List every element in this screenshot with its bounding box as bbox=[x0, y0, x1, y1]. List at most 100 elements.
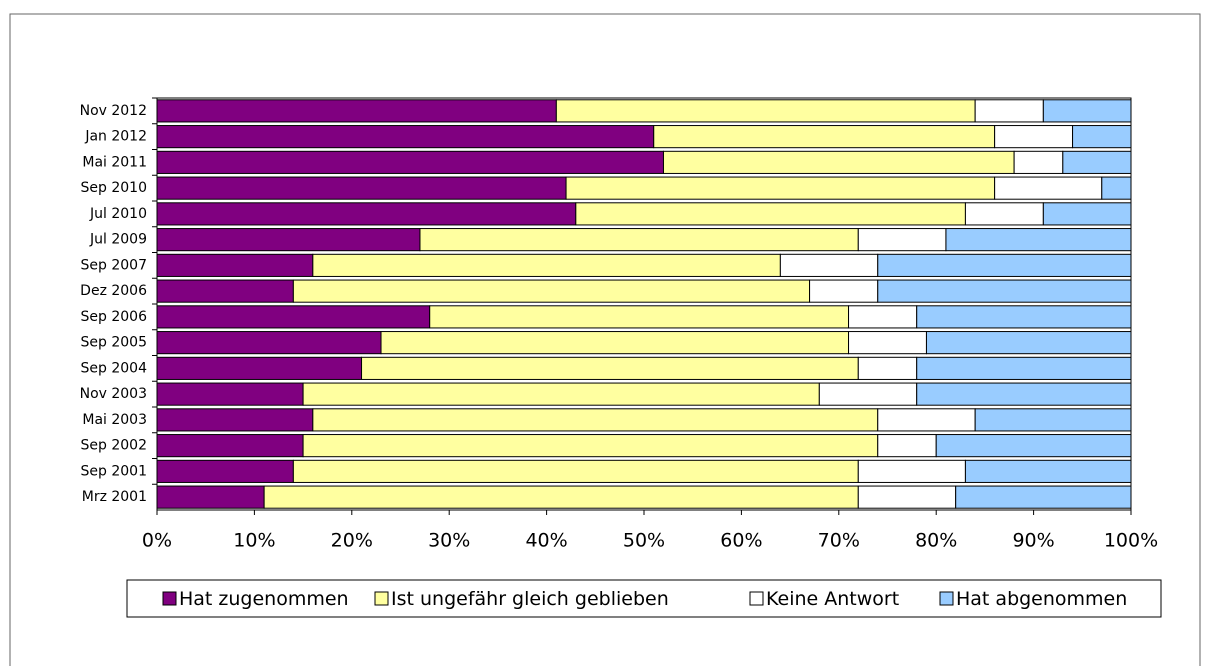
y-tick-label: Jan 2012 bbox=[84, 129, 147, 145]
y-tick-label: Nov 2012 bbox=[80, 103, 147, 119]
bar-segment bbox=[292, 459, 859, 483]
x-tick-label: 10% bbox=[233, 530, 275, 552]
bar-segment bbox=[429, 305, 850, 329]
bar-segment bbox=[156, 253, 314, 277]
y-tick-label: Nov 2003 bbox=[80, 386, 147, 402]
y-tick-label: Jul 2009 bbox=[89, 232, 147, 248]
bar-segment bbox=[877, 253, 1132, 277]
bar-segment bbox=[857, 485, 957, 509]
legend-label: Keine Antwort bbox=[766, 588, 899, 610]
bar-segment bbox=[156, 434, 304, 458]
bar-segment bbox=[809, 279, 879, 303]
y-tick-label: Mrz 2001 bbox=[82, 489, 147, 505]
bar-segment bbox=[935, 434, 1132, 458]
bar-segment bbox=[312, 253, 781, 277]
bar-segment bbox=[156, 279, 294, 303]
bar-segment bbox=[877, 408, 976, 432]
y-tick-label: Sep 2004 bbox=[81, 360, 148, 376]
bar-segment bbox=[302, 434, 879, 458]
bar-segment bbox=[302, 382, 820, 406]
bar-segment bbox=[419, 228, 859, 252]
bar-segment bbox=[156, 125, 655, 149]
bar-segment bbox=[857, 459, 966, 483]
bar-segment bbox=[964, 202, 1044, 226]
bar-segment bbox=[994, 125, 1074, 149]
bar-segment bbox=[653, 125, 996, 149]
bar-segment bbox=[156, 228, 421, 252]
bar-segment bbox=[156, 408, 314, 432]
bar-segment bbox=[925, 331, 1132, 355]
frame bbox=[9, 13, 1201, 666]
bar-segment bbox=[156, 176, 567, 200]
x-tick-label: 90% bbox=[1012, 530, 1054, 552]
y-tick-label: Sep 2001 bbox=[81, 463, 147, 479]
bar-segment bbox=[156, 331, 382, 355]
bar-segment bbox=[818, 382, 918, 406]
bar-segment bbox=[1072, 125, 1132, 149]
bar-segment bbox=[292, 279, 811, 303]
bar-segment bbox=[380, 331, 850, 355]
bar-segment bbox=[848, 305, 918, 329]
bar-segment bbox=[156, 305, 431, 329]
bar-segment bbox=[156, 150, 664, 174]
legend-swatch bbox=[162, 591, 177, 606]
bar-segment bbox=[877, 279, 1132, 303]
bar-segment bbox=[916, 382, 1132, 406]
bar-segment bbox=[1101, 176, 1132, 200]
bar-segment bbox=[156, 485, 265, 509]
legend-label: Ist ungefähr gleich geblieben bbox=[391, 588, 669, 610]
bar-segment bbox=[156, 382, 304, 406]
x-tick-label: 80% bbox=[915, 530, 957, 552]
legend-swatch bbox=[939, 591, 954, 606]
bar-segment bbox=[1013, 150, 1064, 174]
y-tick-label: Mai 2011 bbox=[82, 154, 147, 170]
bar-segment bbox=[994, 176, 1103, 200]
y-tick-label: Sep 2005 bbox=[81, 335, 147, 351]
legend-label: Hat zugenommen bbox=[179, 588, 349, 610]
x-tick-label: 30% bbox=[428, 530, 470, 552]
y-tick-label: Sep 2010 bbox=[81, 180, 147, 196]
bar-segment bbox=[156, 202, 577, 226]
x-tick-label: 20% bbox=[331, 530, 373, 552]
x-tick-label: 40% bbox=[525, 530, 567, 552]
y-tick-label: Jul 2010 bbox=[89, 206, 147, 222]
legend-swatch bbox=[749, 591, 764, 606]
y-tick-label: Sep 2002 bbox=[81, 438, 147, 454]
bar-segment bbox=[974, 408, 1132, 432]
x-tick-label: 60% bbox=[720, 530, 762, 552]
bar-segment bbox=[955, 485, 1132, 509]
bar-segment bbox=[263, 485, 859, 509]
bar-segment bbox=[779, 253, 879, 277]
bar-segment bbox=[1042, 202, 1132, 226]
bar-segment bbox=[565, 176, 996, 200]
bar-segment bbox=[1062, 150, 1132, 174]
bar-segment bbox=[877, 434, 937, 458]
bar-segment bbox=[575, 202, 966, 226]
y-tick-label: Mai 2003 bbox=[82, 412, 147, 428]
bar-segment bbox=[964, 459, 1132, 483]
bar-segment bbox=[662, 150, 1015, 174]
x-tick-label: 100% bbox=[1104, 530, 1158, 552]
bar-segment bbox=[361, 356, 859, 380]
bar-segment bbox=[916, 356, 1132, 380]
bar-segment bbox=[945, 228, 1132, 252]
x-tick-label: 0% bbox=[142, 530, 172, 552]
bar-segment bbox=[156, 459, 294, 483]
bar-segment bbox=[916, 305, 1132, 329]
legend-box bbox=[126, 579, 1162, 618]
y-tick-label: Sep 2007 bbox=[81, 257, 147, 273]
bar-segment bbox=[156, 99, 557, 123]
legend-swatch bbox=[374, 591, 389, 606]
y-tick-label: Sep 2006 bbox=[81, 309, 148, 325]
bar-segment bbox=[1042, 99, 1132, 123]
bar-segment bbox=[156, 356, 363, 380]
bar-segment bbox=[857, 228, 947, 252]
x-tick-label: 70% bbox=[818, 530, 860, 552]
y-tick-label: Dez 2006 bbox=[80, 283, 147, 299]
legend-label: Hat abgenommen bbox=[956, 588, 1127, 610]
bar-segment bbox=[555, 99, 976, 123]
x-tick-label: 50% bbox=[623, 530, 665, 552]
bar-segment bbox=[857, 356, 918, 380]
bar-segment bbox=[848, 331, 927, 355]
